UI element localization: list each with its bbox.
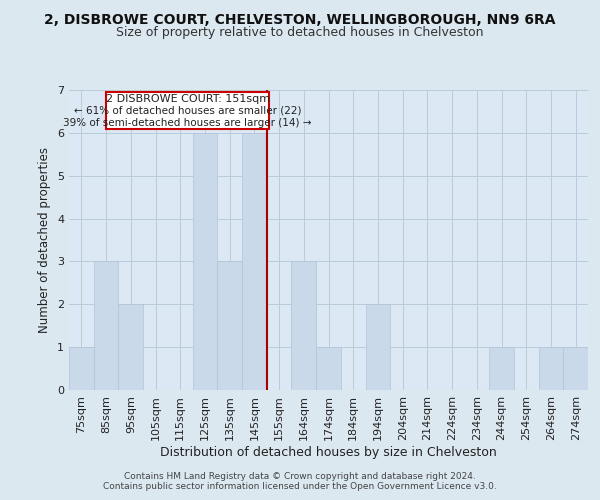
Text: 2 DISBROWE COURT: 151sqm: 2 DISBROWE COURT: 151sqm <box>106 94 269 104</box>
Bar <box>217 262 242 390</box>
Text: ← 61% of detached houses are smaller (22): ← 61% of detached houses are smaller (22… <box>74 105 301 115</box>
X-axis label: Distribution of detached houses by size in Chelveston: Distribution of detached houses by size … <box>160 446 497 458</box>
Text: 39% of semi-detached houses are larger (14) →: 39% of semi-detached houses are larger (… <box>64 118 312 128</box>
Bar <box>242 133 267 390</box>
Bar <box>489 347 514 390</box>
Bar <box>69 347 94 390</box>
Bar <box>292 262 316 390</box>
Text: Contains public sector information licensed under the Open Government Licence v3: Contains public sector information licen… <box>103 482 497 491</box>
FancyBboxPatch shape <box>106 92 269 130</box>
Bar <box>539 347 563 390</box>
Bar <box>563 347 588 390</box>
Bar <box>94 262 118 390</box>
Text: 2, DISBROWE COURT, CHELVESTON, WELLINGBOROUGH, NN9 6RA: 2, DISBROWE COURT, CHELVESTON, WELLINGBO… <box>44 12 556 26</box>
Text: Contains HM Land Registry data © Crown copyright and database right 2024.: Contains HM Land Registry data © Crown c… <box>124 472 476 481</box>
Y-axis label: Number of detached properties: Number of detached properties <box>38 147 52 333</box>
Bar <box>316 347 341 390</box>
Bar <box>193 133 217 390</box>
Bar <box>118 304 143 390</box>
Text: Size of property relative to detached houses in Chelveston: Size of property relative to detached ho… <box>116 26 484 39</box>
Bar <box>365 304 390 390</box>
